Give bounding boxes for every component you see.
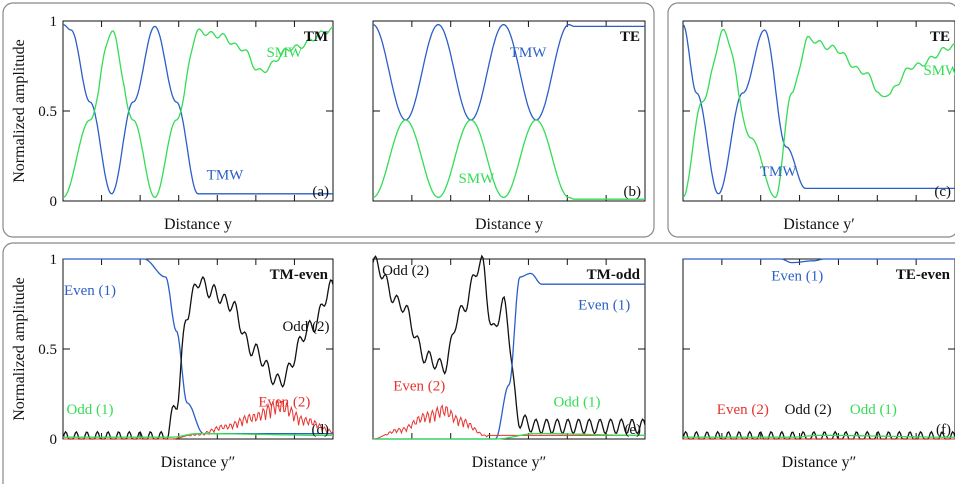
panel-b xyxy=(372,20,646,202)
ylabel-row-1: Normalized amplitude xyxy=(11,39,28,183)
series-line-odd-2 xyxy=(62,275,334,440)
series-line-smw xyxy=(372,119,645,200)
series-label: Odd (2) xyxy=(382,263,429,279)
group-frame-top-left xyxy=(2,2,655,238)
series-line-even-1 xyxy=(63,258,333,435)
panel-letter: (c) xyxy=(934,184,951,200)
y-tick-label: 0.5 xyxy=(38,342,57,358)
x-axis-label: Distance y″ xyxy=(782,454,857,471)
series-label: SMW xyxy=(458,171,495,187)
panel-letter: (b) xyxy=(624,184,642,200)
x-axis-label: Distance y″ xyxy=(472,454,547,471)
ylabel-row-2: Normalized amplitude xyxy=(11,277,28,421)
x-axis-label: Distance y xyxy=(475,216,543,233)
series-label: Even (1) xyxy=(578,297,630,313)
y-tick-label: 0 xyxy=(50,194,58,210)
series-line-odd-1 xyxy=(683,434,955,438)
group-frame-top-right xyxy=(667,2,955,238)
series-line-tmw xyxy=(372,23,645,121)
x-axis-label: Distance y′ xyxy=(783,216,854,233)
series-label: SMW xyxy=(266,45,303,61)
series-line-even-2 xyxy=(372,404,645,440)
series-label: Even (1) xyxy=(64,283,116,299)
series-label: Even (1) xyxy=(771,269,823,285)
panel-tag: TM xyxy=(304,29,328,45)
x-axis-label: Distance y″ xyxy=(161,454,236,471)
panel-letter: (e) xyxy=(624,422,641,438)
series-line-smw xyxy=(682,28,955,198)
y-tick-label: 0 xyxy=(50,432,58,448)
y-tick-label: 1 xyxy=(50,252,58,268)
series-label: Odd (1) xyxy=(850,402,897,418)
panel-tag: TM-odd xyxy=(587,267,641,283)
y-tick-label: 0.5 xyxy=(38,104,57,120)
panel-tag: TE xyxy=(930,29,950,45)
series-label: TMW xyxy=(207,167,245,183)
series-line-tmw xyxy=(682,24,955,195)
series-line-odd-1 xyxy=(373,432,645,440)
panel-d xyxy=(62,258,334,440)
series-label: Even (2) xyxy=(393,378,445,394)
panel-e xyxy=(372,254,646,440)
series-label: TMW xyxy=(760,164,798,180)
panel-c xyxy=(682,20,955,202)
panel-f xyxy=(682,258,955,440)
series-line-odd-1 xyxy=(63,432,333,438)
panel-tag: TE-even xyxy=(896,267,951,283)
axes-box xyxy=(682,20,955,202)
series-label: Odd (1) xyxy=(553,395,600,411)
panel-letter: (d) xyxy=(312,422,330,438)
series-label: Odd (2) xyxy=(282,319,329,335)
series-label: TMW xyxy=(510,45,548,61)
series-label: Even (2) xyxy=(258,395,310,411)
series-line-tmw xyxy=(62,23,333,195)
series-label: Odd (1) xyxy=(66,402,113,418)
series-line-odd-2 xyxy=(372,254,646,435)
panel-a xyxy=(62,20,334,202)
x-axis-label: Distance y xyxy=(164,216,232,233)
series-label: SMW xyxy=(923,63,955,79)
y-tick-label: 1 xyxy=(50,14,58,30)
panel-letter: (a) xyxy=(312,184,329,200)
panel-letter: (f) xyxy=(936,422,951,438)
group-frame-bottom xyxy=(2,242,955,484)
series-label: Even (2) xyxy=(717,402,769,418)
axes-box xyxy=(372,258,646,440)
panel-tag: TE xyxy=(620,29,640,45)
series-label: Odd (2) xyxy=(785,402,832,418)
series-line-even-1 xyxy=(683,258,955,264)
panel-tag: TM-even xyxy=(270,267,329,283)
series-line-smw xyxy=(62,26,334,199)
